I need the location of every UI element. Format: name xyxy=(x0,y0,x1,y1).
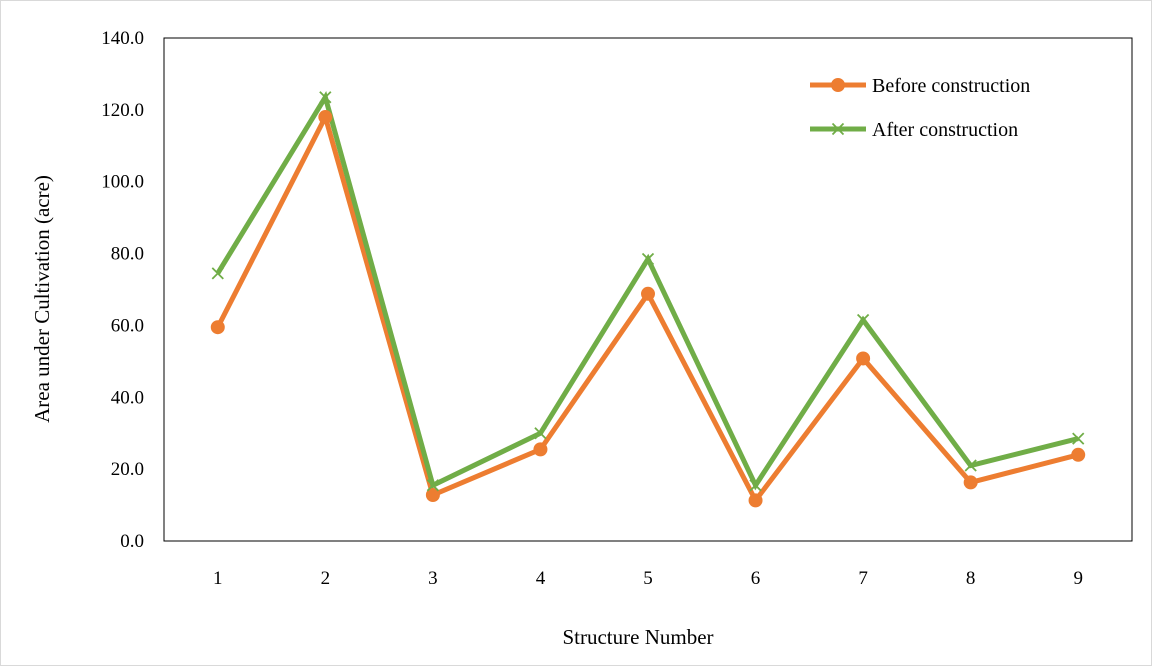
y-axis-title: Area under Cultivation (acre) xyxy=(30,175,54,423)
legend-swatch-marker xyxy=(831,78,845,92)
after-construction-point xyxy=(534,427,547,440)
y-tick-label: 120.0 xyxy=(101,100,144,121)
legend-swatch-marker xyxy=(831,122,845,136)
x-tick-label: 8 xyxy=(966,568,976,589)
x-tick-label: 5 xyxy=(643,568,653,589)
y-axis-tick-labels: 0.0 20.0 40.0 60.0 80.0 100.0 120.0 140.0 xyxy=(101,28,144,552)
x-tick-label: 7 xyxy=(858,568,868,589)
legend-label: Before construction xyxy=(872,75,1030,97)
y-tick-label: 20.0 xyxy=(111,459,144,480)
x-axis-tick-labels: 1 2 3 4 5 6 7 8 9 xyxy=(213,568,1083,589)
after-construction-point xyxy=(641,252,655,266)
series-layer xyxy=(210,91,1086,508)
legend-label: After construction xyxy=(872,119,1018,141)
x-tick-label: 2 xyxy=(321,568,331,589)
x-tick-label: 1 xyxy=(213,568,223,589)
after-construction-point xyxy=(319,91,332,104)
before-construction-point xyxy=(963,475,978,490)
after-construction-point xyxy=(964,459,977,472)
x-tick-label: 6 xyxy=(751,568,761,589)
x-axis-title: Structure Number xyxy=(562,625,713,649)
y-tick-label: 60.0 xyxy=(111,315,144,336)
legend: Before construction After construction xyxy=(810,75,1030,141)
before-construction-point xyxy=(318,110,333,125)
x-tick-label: 9 xyxy=(1073,568,1083,589)
before-construction-point xyxy=(533,442,548,457)
plot-area-border xyxy=(163,37,1133,542)
y-tick-label: 40.0 xyxy=(111,387,144,408)
before-construction-point xyxy=(210,320,225,335)
before-construction-point xyxy=(641,286,655,301)
legend-entry-before-construction: Before construction xyxy=(810,75,1030,97)
before-construction-point xyxy=(1071,447,1086,462)
after-construction-point xyxy=(426,479,440,492)
legend-entry-after-construction: After construction xyxy=(810,119,1018,141)
after-construction-point xyxy=(856,313,870,327)
after-construction-point xyxy=(1072,432,1085,445)
x-tick-label: 4 xyxy=(536,568,546,589)
before-construction-point xyxy=(425,488,440,503)
after-construction-point xyxy=(749,479,762,492)
before-construction-point xyxy=(856,351,871,366)
y-tick-label: 80.0 xyxy=(111,244,144,265)
y-tick-label: 140.0 xyxy=(101,28,144,49)
y-tick-label: 0.0 xyxy=(120,531,144,552)
y-tick-label: 100.0 xyxy=(101,172,144,193)
before-construction-point xyxy=(748,493,763,508)
after-construction-point xyxy=(211,267,224,280)
x-tick-label: 3 xyxy=(428,568,438,589)
